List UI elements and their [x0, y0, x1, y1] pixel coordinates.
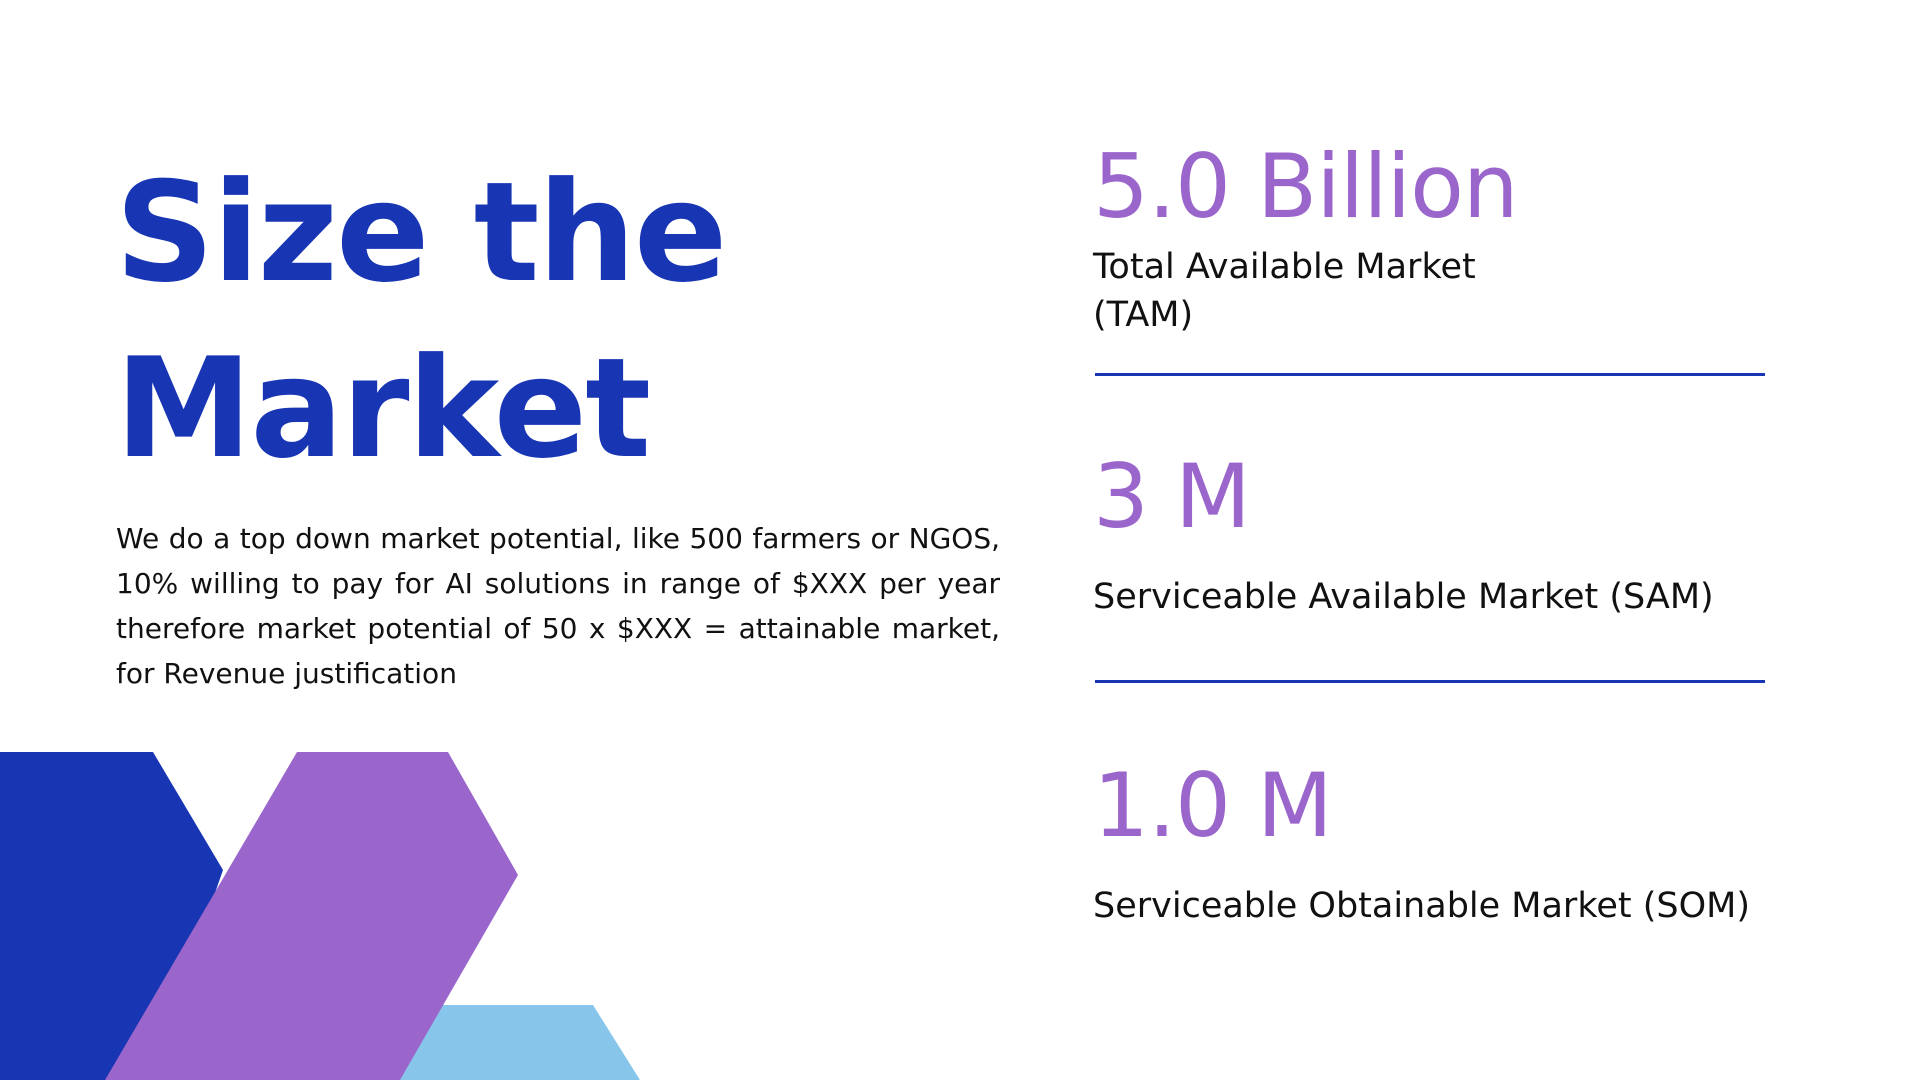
- tam-label: Total Available Market (TAM): [1093, 247, 1476, 335]
- metric-sam: 3 M Serviceable Available Market (SAM): [1093, 447, 1773, 621]
- metric-tam: 5.0 Billion Total Available Market (TAM): [1093, 137, 1773, 339]
- tam-value: 5.0 Billion: [1093, 135, 1519, 238]
- som-value: 1.0 M: [1093, 754, 1333, 857]
- title-line-1: Size the: [115, 152, 727, 313]
- purple-chevron-shape: [105, 752, 518, 1080]
- sam-label: Serviceable Available Market (SAM): [1093, 577, 1714, 617]
- metric-som: 1.0 M Serviceable Obtainable Market (SOM…: [1093, 756, 1773, 930]
- sam-value: 3 M: [1093, 445, 1251, 548]
- body-paragraph: We do a top down market potential, like …: [116, 522, 1000, 690]
- divider-line: [1095, 373, 1765, 376]
- page-title: Size the Market: [115, 145, 727, 497]
- som-label: Serviceable Obtainable Market (SOM): [1093, 886, 1751, 926]
- title-line-2: Market: [115, 328, 651, 489]
- divider-line: [1095, 680, 1765, 683]
- light-blue-shape: [368, 1005, 640, 1080]
